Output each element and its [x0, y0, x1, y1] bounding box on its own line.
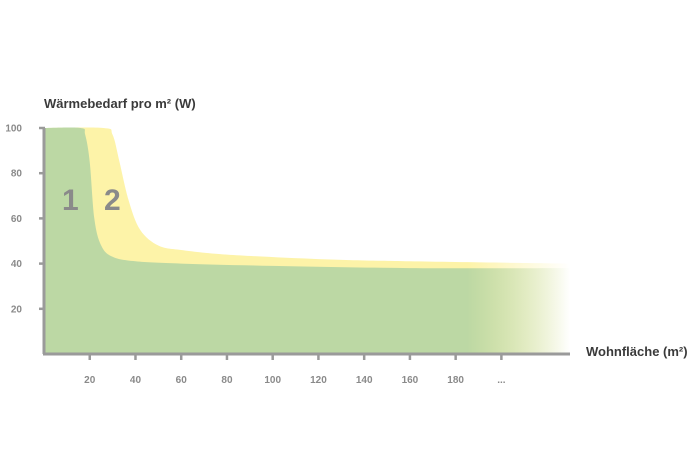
x-tick-label: ... — [497, 375, 506, 386]
area-label-2: 2 — [104, 184, 121, 217]
x-tick-label: 60 — [176, 375, 188, 386]
x-tick-label: 40 — [130, 375, 142, 386]
y-tick-label: 60 — [11, 214, 23, 225]
x-axis-title: Wohnfläche (m²) — [586, 344, 688, 359]
x-tick-label: 20 — [84, 375, 96, 386]
x-tick-label: 100 — [264, 375, 281, 386]
y-tick-label: 100 — [5, 124, 22, 135]
y-tick-label: 40 — [11, 259, 23, 270]
y-tick-label: 80 — [11, 169, 23, 180]
x-tick-label: 140 — [356, 375, 373, 386]
y-tick-label: 20 — [11, 304, 23, 315]
x-tick-label: 80 — [221, 375, 233, 386]
x-tick-label: 180 — [447, 375, 464, 386]
x-tick-label: 120 — [310, 375, 327, 386]
x-axis-ticks: 20 40 60 80 100 120 140 160 180... — [84, 353, 506, 386]
x-tick-label: 160 — [402, 375, 419, 386]
area-label-1: 1 — [62, 184, 79, 217]
area-series-1 — [44, 127, 570, 354]
y-axis-ticks: 20 40 60 80 100 — [5, 124, 45, 315]
y-axis-title: Wärmebedarf pro m² (W) — [44, 96, 196, 111]
